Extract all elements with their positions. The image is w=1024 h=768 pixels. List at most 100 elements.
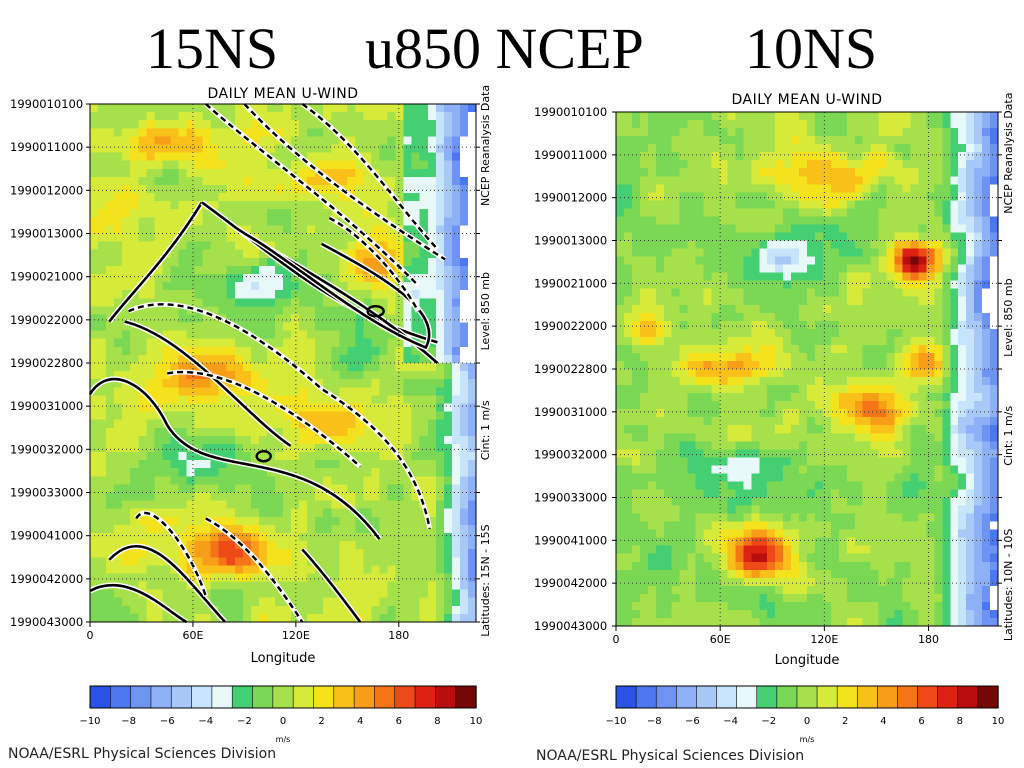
heatmap-cell bbox=[451, 322, 461, 332]
heatmap-cell bbox=[403, 532, 413, 542]
heatmap-cell bbox=[291, 435, 300, 445]
heatmap-cell bbox=[631, 240, 641, 250]
heatmap-cell bbox=[759, 112, 768, 121]
heatmap-cell bbox=[202, 411, 212, 421]
heatmap-cell bbox=[395, 411, 405, 421]
heatmap-cell bbox=[266, 363, 276, 372]
heatmap-cell bbox=[631, 144, 641, 153]
heatmap-cell bbox=[435, 500, 445, 510]
heatmap-cell bbox=[663, 352, 673, 362]
heatmap-cell bbox=[878, 208, 888, 218]
heatmap-cell bbox=[942, 280, 951, 290]
heatmap-cell bbox=[331, 176, 340, 186]
heatmap-cell bbox=[186, 597, 196, 607]
heatmap-cell bbox=[274, 120, 284, 129]
heatmap-cell bbox=[727, 272, 736, 282]
heatmap-cell bbox=[395, 273, 405, 283]
heatmap-cell bbox=[106, 338, 115, 348]
heatmap-cell bbox=[162, 128, 172, 137]
heatmap-cell bbox=[371, 476, 381, 485]
heatmap-cell bbox=[862, 152, 872, 161]
heatmap-cell bbox=[218, 452, 228, 461]
heatmap-cell bbox=[379, 452, 389, 461]
heatmap-cell bbox=[106, 346, 115, 356]
heatmap-cell bbox=[427, 290, 437, 299]
heatmap-cell bbox=[934, 304, 943, 314]
heatmap-cell bbox=[687, 128, 697, 137]
heatmap-cell bbox=[419, 435, 429, 445]
heatmap-cell bbox=[759, 385, 768, 394]
heatmap-cell bbox=[339, 282, 348, 291]
heatmap-cell bbox=[443, 338, 453, 348]
heatmap-cell bbox=[258, 136, 268, 146]
heatmap-cell bbox=[934, 144, 943, 153]
heatmap-cell bbox=[130, 354, 139, 364]
heatmap-cell bbox=[759, 328, 768, 338]
heatmap-cell bbox=[671, 377, 681, 386]
heatmap-cell bbox=[918, 312, 927, 322]
heatmap-cell bbox=[703, 304, 713, 314]
heatmap-cell bbox=[90, 225, 99, 235]
heatmap-cell bbox=[146, 565, 155, 575]
heatmap-cell bbox=[323, 160, 332, 170]
heatmap-cell bbox=[170, 152, 180, 162]
heatmap-cell bbox=[186, 209, 196, 218]
heatmap-cell bbox=[114, 395, 123, 405]
heatmap-cell bbox=[655, 176, 665, 185]
heatmap-cell bbox=[307, 411, 316, 421]
heatmap-cell bbox=[671, 288, 681, 298]
heatmap-cell bbox=[663, 240, 673, 250]
heatmap-cell bbox=[902, 136, 912, 145]
heatmap-cell bbox=[926, 385, 935, 394]
heatmap-cell bbox=[990, 256, 999, 266]
heatmap-cell bbox=[90, 371, 99, 380]
heatmap-cell bbox=[854, 152, 864, 161]
heatmap-cell bbox=[679, 208, 689, 218]
heatmap-cell bbox=[226, 476, 236, 485]
heatmap-cell bbox=[467, 176, 477, 186]
heatmap-cell bbox=[814, 248, 824, 258]
heatmap-cell bbox=[226, 589, 236, 599]
heatmap-cell bbox=[154, 354, 163, 364]
heatmap-cell bbox=[178, 516, 188, 526]
heatmap-cell bbox=[274, 541, 284, 550]
heatmap-cell bbox=[419, 201, 429, 210]
heatmap-cell bbox=[266, 241, 276, 251]
heatmap-cell bbox=[918, 401, 927, 410]
heatmap-cell bbox=[719, 192, 729, 201]
heatmap-cell bbox=[687, 385, 697, 394]
heatmap-cell bbox=[291, 589, 300, 599]
heatmap-cell bbox=[122, 516, 131, 526]
heatmap-cell bbox=[387, 225, 397, 235]
heatmap-cell bbox=[154, 176, 163, 186]
heatmap-cell bbox=[926, 272, 935, 282]
heatmap-cell bbox=[759, 144, 768, 153]
heatmap-cell bbox=[130, 532, 139, 542]
heatmap-cell bbox=[862, 296, 872, 306]
heatmap-cell bbox=[210, 120, 220, 129]
heatmap-cell bbox=[799, 152, 808, 161]
heatmap-cell bbox=[347, 443, 356, 453]
heatmap-cell bbox=[926, 344, 935, 354]
heatmap-cell bbox=[283, 128, 292, 137]
heatmap-cell bbox=[934, 240, 943, 250]
heatmap-cell bbox=[274, 298, 284, 307]
heatmap-cell bbox=[838, 264, 848, 274]
heatmap-cell bbox=[339, 403, 348, 413]
heatmap-cell bbox=[647, 168, 657, 177]
heatmap-cell bbox=[655, 288, 665, 298]
heatmap-cell bbox=[639, 112, 649, 121]
heatmap-cell bbox=[862, 168, 872, 177]
heatmap-cell bbox=[371, 354, 381, 364]
heatmap-cell bbox=[767, 369, 776, 378]
heatmap-cell bbox=[886, 280, 896, 290]
heatmap-cell bbox=[695, 224, 705, 234]
heatmap-cell bbox=[106, 241, 115, 251]
heatmap-cell bbox=[130, 427, 139, 437]
heatmap-cell bbox=[339, 581, 348, 591]
heatmap-cell bbox=[170, 217, 180, 226]
heatmap-cell bbox=[647, 401, 657, 410]
heatmap-cell bbox=[427, 565, 437, 575]
heatmap-cell bbox=[639, 328, 649, 338]
heatmap-cell bbox=[631, 344, 641, 354]
